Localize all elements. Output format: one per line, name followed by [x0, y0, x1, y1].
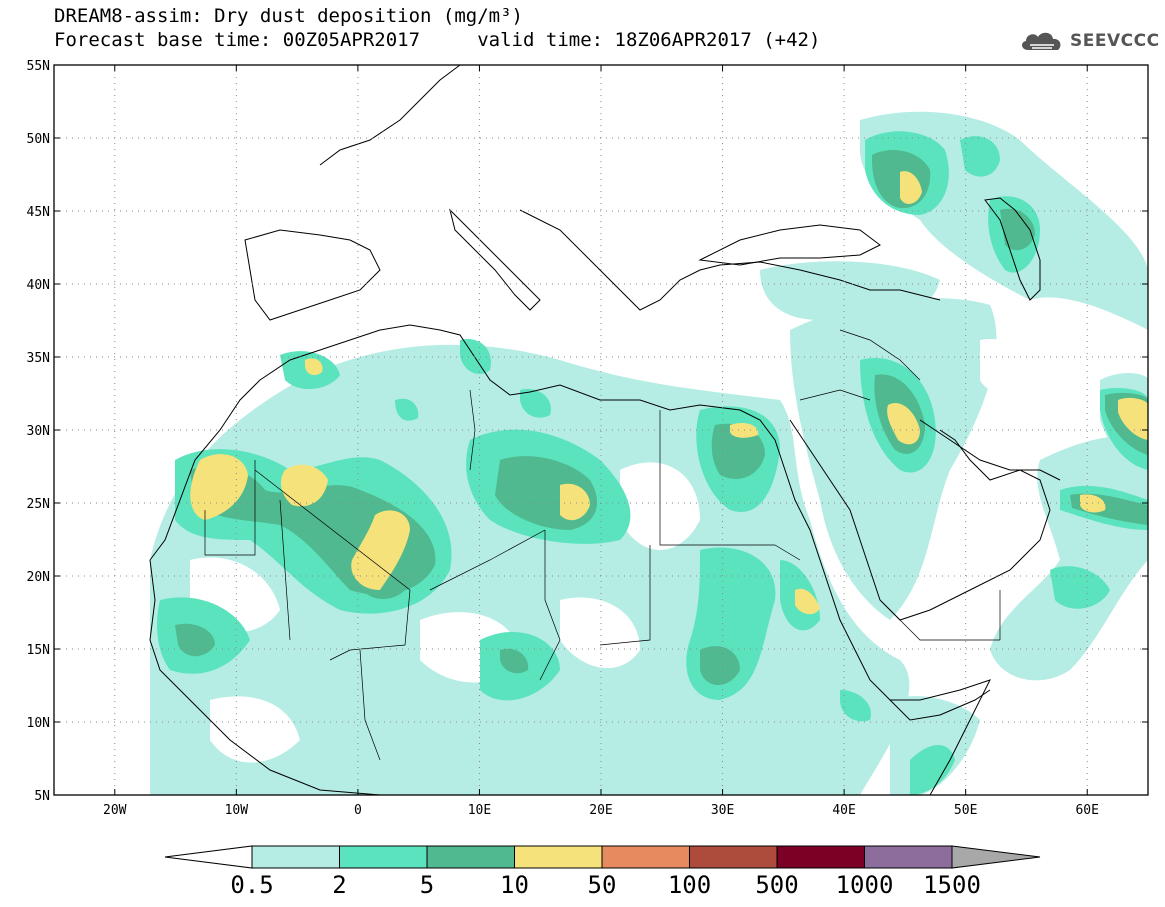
- lat-tick-label: 10N: [27, 716, 50, 731]
- europe-north: [319, 65, 461, 166]
- cloud-icon: [1022, 32, 1061, 50]
- lon-tick-label: 40E: [832, 803, 855, 818]
- lon-tick-label: 30E: [711, 803, 734, 818]
- italy: [449, 208, 541, 311]
- horn-africa: [889, 689, 991, 721]
- deposition-level-10: [190, 171, 1148, 615]
- colorbar-label: 500: [755, 871, 798, 899]
- europe-south: [244, 229, 381, 321]
- lat-tick-label: 20N: [27, 570, 50, 585]
- dust-deposition-field: [150, 111, 1148, 795]
- lon-tick-label: 10E: [468, 803, 491, 818]
- colorbar-label: 1000: [836, 871, 894, 899]
- title-line-2: Forecast base time: 00Z05APR2017 valid t…: [54, 29, 821, 51]
- black-sea: [698, 224, 881, 266]
- latitude-axis: 55N 50N 45N 40N 35N 30N 25N 20N 15N 10N 5N: [27, 59, 1148, 804]
- lat-tick-label: 5N: [34, 789, 50, 804]
- colorbar: 0.5 2 5 10 50 100 500 1000 1500: [164, 845, 1041, 899]
- lon-tick-label: 20W: [103, 803, 127, 818]
- colorbar-swatch: [251, 845, 340, 869]
- lon-tick-label: 10W: [225, 803, 249, 818]
- longitude-axis: 20W 10W 0 10E 20E 30E 40E 50E 60E: [103, 65, 1099, 818]
- lat-tick-label: 40N: [27, 278, 50, 293]
- balkans: [519, 209, 941, 311]
- lat-tick-label: 25N: [27, 497, 50, 512]
- colorbar-label: 10: [500, 871, 529, 899]
- lat-tick-label: 35N: [27, 351, 50, 366]
- title-line-1: DREAM8-assim: Dry dust deposition (mg/m³…: [54, 5, 523, 27]
- persian-gulf: [919, 419, 1061, 481]
- arabia: [789, 419, 1051, 621]
- lon-tick-label: 60E: [1075, 803, 1098, 818]
- caspian: [984, 197, 1041, 301]
- lat-tick-label: 30N: [27, 424, 50, 439]
- colorbar-min-arrow: [164, 845, 253, 869]
- colorbar-swatch: [339, 845, 428, 869]
- colorbar-max-arrow: [951, 845, 1041, 869]
- colorbar-swatch: [689, 845, 778, 869]
- lat-tick-label: 50N: [27, 132, 50, 147]
- colorbar-label: 1500: [923, 871, 981, 899]
- country-borders: [204, 329, 1001, 761]
- lat-tick-label: 45N: [27, 205, 50, 220]
- lon-tick-label: 0: [354, 803, 362, 818]
- lon-tick-label: 50E: [954, 803, 977, 818]
- logo-text: SEEVCCC: [1070, 31, 1160, 51]
- graticule: [54, 65, 1148, 795]
- seevccc-logo: SEEVCCC: [1018, 28, 1160, 54]
- colorbar-swatch: [864, 845, 953, 869]
- west-africa-south: [149, 559, 381, 795]
- lat-tick-label: 15N: [27, 643, 50, 658]
- colorbar-label: 50: [588, 871, 617, 899]
- lon-tick-label: 20E: [589, 803, 612, 818]
- colorbar-label: 5: [420, 871, 434, 899]
- colorbar-swatch: [426, 845, 515, 869]
- colorbar-label: 100: [668, 871, 711, 899]
- colorbar-label: 2: [332, 871, 346, 899]
- coastlines: [149, 65, 1061, 795]
- colorbar-swatch: [601, 845, 690, 869]
- africa-coast: [149, 324, 991, 795]
- colorbar-swatch: [776, 845, 865, 869]
- colorbar-label: 0.5: [230, 871, 273, 899]
- colorbar-swatch: [514, 845, 603, 869]
- lat-tick-label: 55N: [27, 59, 50, 74]
